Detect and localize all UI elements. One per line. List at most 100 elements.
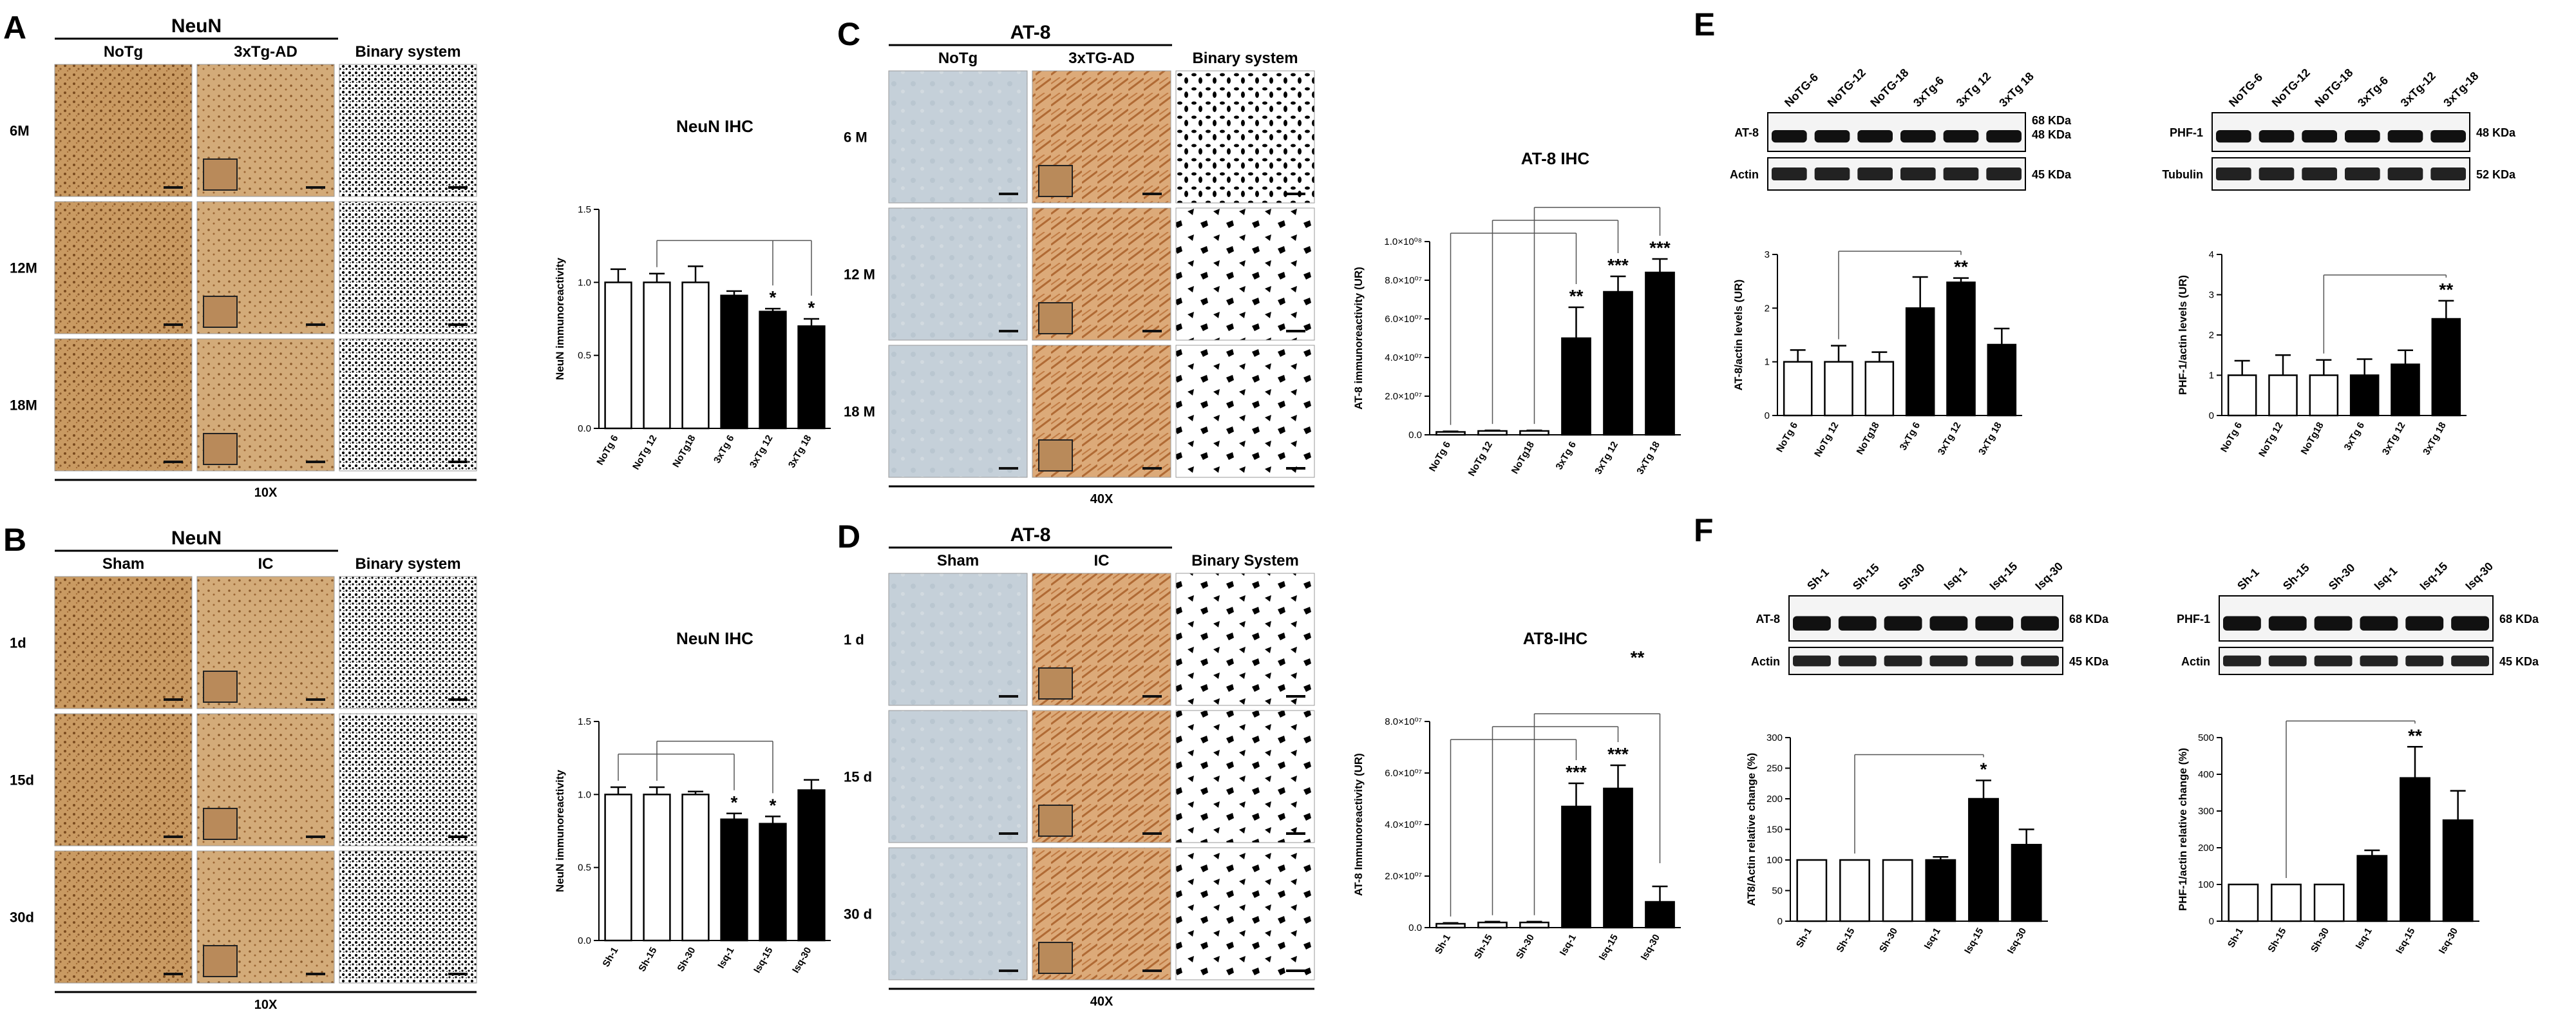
bar: [643, 794, 671, 942]
category-label: 3xTg 6: [1553, 440, 1578, 472]
control-label: Actin: [2181, 655, 2210, 668]
category-label: 3xTg 18: [786, 434, 814, 470]
inset: [203, 671, 238, 703]
blot-box: [1788, 595, 2063, 642]
lane-label: 3xTg-18: [2441, 70, 2481, 110]
band: [1857, 167, 1893, 180]
lane-label: NoTG-18: [2312, 66, 2355, 110]
y-tick-label: 50: [1772, 886, 1783, 897]
significance-label: **: [1631, 647, 1645, 667]
inset: [203, 808, 238, 840]
category-label: Isq-15: [752, 946, 775, 975]
band: [1943, 130, 1979, 143]
control-size-label: 45 KDa: [2032, 168, 2072, 181]
y-tick-label: 3: [1765, 249, 1770, 260]
lane-label: Isq-30: [2032, 560, 2065, 593]
panel-label: F: [1694, 512, 1714, 548]
y-tick-label: 300: [2198, 806, 2214, 817]
bar: [1925, 859, 1956, 922]
bar: [1824, 361, 1853, 417]
lane-label: NoTG-6: [2226, 71, 2265, 110]
lane-label: Isq-15: [2417, 560, 2450, 593]
bar: [1519, 921, 1549, 929]
y-tick-label: 400: [2198, 769, 2214, 780]
category-label: NoTg18: [2299, 421, 2326, 457]
micrograph: [196, 850, 335, 984]
chart-title: NeuN IHC: [676, 629, 753, 648]
comparison-bracket: [2286, 720, 2416, 878]
row-label: 30 d: [844, 906, 872, 922]
category-label: Sh-15: [2266, 926, 2288, 955]
column-label: 3xTg-AD: [234, 43, 298, 61]
bar: [1435, 922, 1466, 929]
stain-title: AT-8: [1010, 524, 1051, 546]
significance-label: **: [1569, 286, 1584, 306]
band: [2314, 616, 2353, 631]
y-tick-label: 100: [2198, 879, 2214, 890]
comparison-bracket: [1492, 220, 1619, 425]
band: [2259, 130, 2295, 143]
inset: [1038, 805, 1073, 837]
lane-label: NoTG-12: [1825, 66, 1868, 110]
bar: [1968, 797, 1999, 922]
category-label: NoTg 6: [2219, 421, 2244, 455]
band: [2451, 655, 2489, 667]
micrograph: [54, 201, 193, 334]
blot-box: [1767, 112, 2026, 152]
magnification-label: 10X: [254, 998, 278, 1009]
band: [2216, 130, 2251, 143]
y-tick-label: 1.0×10⁰⁸: [1384, 236, 1422, 247]
category-label: NoTg 12: [1466, 440, 1495, 479]
column-label: Sham: [937, 552, 979, 569]
band: [2302, 130, 2337, 143]
bar-chart: 0 50 100 150 200 250 300 AT8/Actin relative cha…: [1745, 732, 2048, 956]
comparison-bracket: [1533, 207, 1661, 425]
comparison-bracket: [656, 740, 773, 794]
inset: [1038, 439, 1073, 472]
blot-f-at8: Sh-1 Sh-15 Sh-30 Isq-1 Isq-15 Isq-30 AT-8 Actin…: [1751, 560, 2109, 675]
row-label: 6M: [10, 123, 30, 139]
comparison-bracket: [656, 240, 812, 296]
band: [1900, 167, 1936, 180]
y-tick-label: 6.0×10⁰⁷: [1385, 768, 1422, 779]
bar: [1882, 859, 1913, 922]
y-tick-label: 100: [1766, 855, 1783, 866]
column-label: Sham: [102, 555, 144, 573]
y-axis-label: AT-8 Immunoreactivity (UR): [1352, 753, 1365, 896]
panel-c: C AT-8 NoTg 3xTG-AD Binary system 6 M 12 M 18 M…: [837, 16, 1315, 506]
micrograph: [339, 64, 477, 197]
significance-label: *: [1980, 759, 1987, 779]
row-label: 12M: [10, 260, 37, 276]
row-label: 12 M: [844, 267, 875, 283]
significance-label: **: [1954, 257, 1968, 277]
significance-label: ***: [1566, 762, 1587, 782]
inset: [1038, 942, 1073, 974]
micrograph: [1175, 847, 1315, 980]
band: [2451, 616, 2489, 631]
micrograph: [339, 338, 477, 472]
bar: [2227, 374, 2257, 417]
control-size-label: 45 KDa: [2499, 655, 2539, 668]
band: [1884, 616, 1922, 631]
y-tick-label: 250: [1766, 763, 1783, 774]
protein-label: AT-8: [1756, 613, 1780, 625]
size-label: 68 KDa: [2499, 613, 2539, 625]
y-tick-label: 200: [1766, 794, 1783, 805]
band: [2302, 167, 2337, 180]
y-tick-label: 1.0: [578, 789, 591, 800]
bar: [797, 789, 826, 942]
bar: [1561, 805, 1591, 929]
bar: [2356, 855, 2388, 922]
bar: [1783, 361, 1813, 417]
chart-title: AT-8 IHC: [1521, 149, 1590, 168]
bar: [1987, 343, 2017, 417]
significance-label: *: [770, 287, 777, 307]
micrograph: [339, 713, 477, 846]
comparison-bracket: [1492, 726, 1619, 915]
stain-title: AT-8: [1010, 22, 1051, 43]
bar: [2391, 363, 2420, 417]
comparison-bracket: [1450, 739, 1577, 917]
category-label: Sh-1: [1433, 933, 1453, 957]
inset: [203, 945, 238, 977]
category-label: Isq-30: [790, 946, 813, 975]
